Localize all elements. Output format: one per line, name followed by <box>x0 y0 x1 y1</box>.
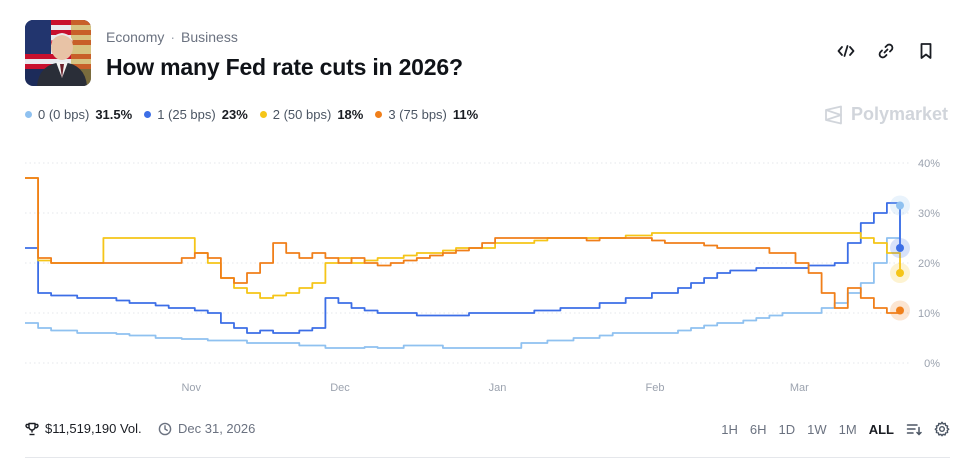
price-chart[interactable]: 0% 10% 20% 30% 40% Nov Dec Jan Feb Mar <box>0 140 961 400</box>
legend-dot <box>25 111 32 118</box>
end-date-info: Dec 31, 2026 <box>158 421 255 436</box>
volume-info: $11,519,190 Vol. <box>25 421 142 436</box>
market-thumbnail[interactable] <box>25 20 91 86</box>
link-icon[interactable] <box>877 42 895 60</box>
range-6h[interactable]: 6H <box>749 421 767 437</box>
legend-label: 2 (50 bps) <box>272 107 332 122</box>
x-tick-label: Feb <box>646 382 665 394</box>
time-range-selector: 1H 6H 1D 1W 1M ALL <box>721 421 950 437</box>
bookmark-icon[interactable] <box>917 42 935 60</box>
chart-grid <box>25 162 910 364</box>
clock-icon <box>158 422 172 435</box>
legend-dot <box>259 111 267 118</box>
legend-item-0[interactable]: 0 (0 bps) 31.5% <box>25 107 132 122</box>
legend-dot <box>144 111 152 118</box>
legend-dot <box>375 111 383 118</box>
header-actions <box>837 42 935 60</box>
page-title: How many Fed rate cuts in 2026? <box>106 54 463 80</box>
market-footer: $11,519,190 Vol. Dec 31, 2026 1H 6H 1D 1… <box>25 418 950 440</box>
legend-label: 3 (75 bps) <box>388 107 447 122</box>
legend-item-1[interactable]: 1 (25 bps) 23% <box>144 107 248 122</box>
series-end-dot <box>896 201 904 210</box>
chart-legend: 0 (0 bps) 31.5% 1 (25 bps) 23% 2 (50 bps… <box>25 107 478 122</box>
market-header: Economy · Business How many Fed rate cuts … <box>25 20 935 86</box>
legend-pct: 11% <box>452 107 479 122</box>
settings-gear-icon[interactable] <box>934 421 950 437</box>
x-tick-label: Mar <box>790 382 809 394</box>
x-tick-label: Dec <box>330 382 350 394</box>
series-line-2[interactable] <box>25 177 901 299</box>
legend-item-3[interactable]: 3 (75 bps) 11% <box>375 107 478 122</box>
chart-series <box>25 177 901 349</box>
legend-item-2[interactable]: 2 (50 bps) 18% <box>259 107 364 122</box>
range-1h[interactable]: 1H <box>721 421 738 437</box>
breadcrumb-business[interactable]: Business <box>181 29 238 45</box>
footer-divider <box>25 457 950 458</box>
y-axis-ticks: 0% 10% 20% 30% 40% <box>918 158 940 370</box>
brand-name: Polymarket <box>850 104 948 124</box>
chart-end-markers <box>890 195 910 321</box>
x-tick-label: Nov <box>181 382 201 394</box>
polymarket-watermark: Polymarket <box>824 104 948 125</box>
series-end-dot <box>896 269 904 277</box>
legend-pct: 31.5% <box>95 107 133 122</box>
embed-icon[interactable] <box>837 42 855 60</box>
range-all[interactable]: ALL <box>868 421 894 437</box>
breadcrumb-economy[interactable]: Economy <box>106 29 165 45</box>
legend-pct: 23% <box>221 107 248 122</box>
series-line-0[interactable] <box>25 205 901 349</box>
x-axis-ticks: Nov Dec Jan Feb Mar <box>181 382 809 394</box>
y-tick-label: 30% <box>918 208 940 220</box>
series-line-3[interactable] <box>25 177 901 314</box>
series-end-dot <box>896 244 904 252</box>
y-tick-label: 40% <box>918 158 940 170</box>
y-tick-label: 10% <box>918 308 940 320</box>
sort-lines-icon[interactable] <box>906 421 922 437</box>
y-tick-label: 20% <box>918 258 940 270</box>
range-1w[interactable]: 1W <box>807 421 827 437</box>
series-end-dot <box>896 306 904 315</box>
legend-label: 1 (25 bps) <box>157 107 216 122</box>
trophy-icon <box>25 422 39 435</box>
x-tick-label: Jan <box>489 382 507 394</box>
breadcrumb-separator: · <box>170 29 176 45</box>
range-1m[interactable]: 1M <box>838 421 857 437</box>
end-date-value: Dec 31, 2026 <box>178 421 256 436</box>
series-line-1[interactable] <box>25 202 901 334</box>
y-tick-label: 0% <box>924 358 940 370</box>
polymarket-logo-icon <box>825 105 842 124</box>
legend-pct: 18% <box>337 107 364 122</box>
breadcrumb: Economy · Business <box>106 29 238 45</box>
legend-label: 0 (0 bps) <box>38 107 90 122</box>
range-1d[interactable]: 1D <box>778 421 796 437</box>
volume-value: $11,519,190 Vol. <box>45 421 142 436</box>
